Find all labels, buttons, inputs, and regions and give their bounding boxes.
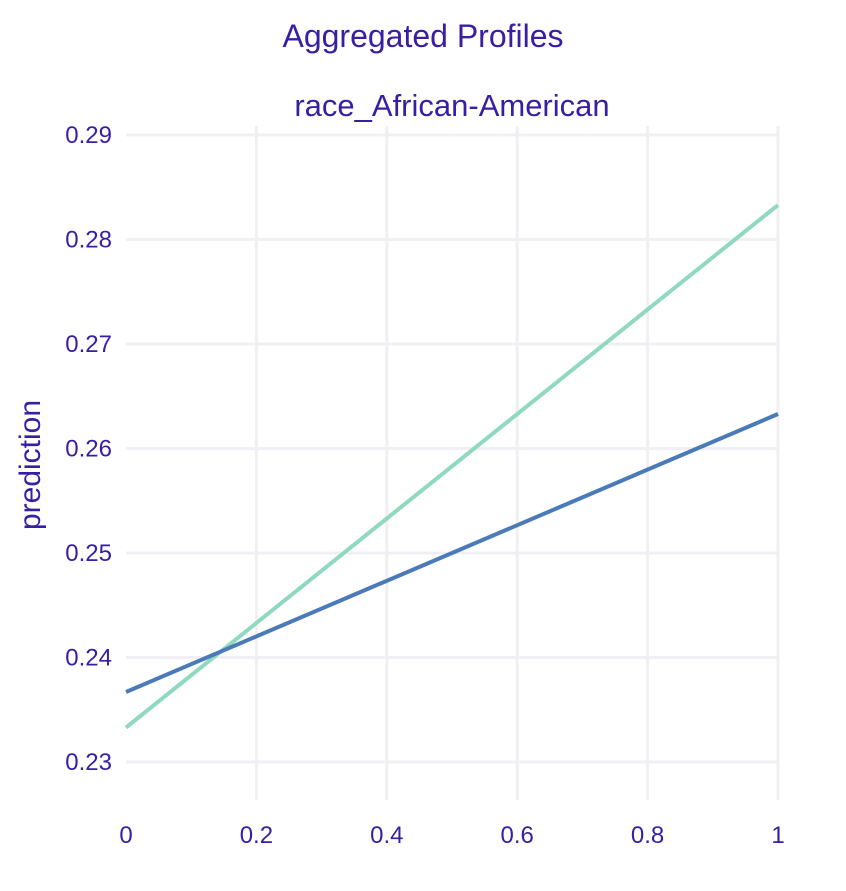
x-tick-label: 1 <box>771 822 784 849</box>
y-tick-label: 0.27 <box>65 331 112 358</box>
x-tick-label: 0.4 <box>370 822 403 849</box>
y-tick-label: 0.24 <box>65 645 112 672</box>
chart-title: Aggregated Profiles <box>282 18 563 54</box>
x-tick-label: 0 <box>119 822 132 849</box>
series-line-2 <box>125 412 779 694</box>
y-tick-label: 0.28 <box>65 227 112 254</box>
series-line-1 <box>124 203 780 730</box>
y-axis-label: prediction <box>14 400 47 530</box>
x-tick-label: 0.8 <box>631 822 664 849</box>
y-tick-label: 0.23 <box>65 749 112 776</box>
series-lines <box>124 203 780 730</box>
x-tick-label: 0.2 <box>240 822 273 849</box>
y-tick-label: 0.29 <box>65 122 112 149</box>
tick-labels: 0.23 0.24 0.25 0.26 0.27 0.28 0.29 0 0.2 0.4 0.6 0.… <box>65 122 784 849</box>
panel-title: race_African-American <box>294 88 609 123</box>
y-tick-label: 0.26 <box>65 436 112 463</box>
y-tick-label: 0.25 <box>65 540 112 567</box>
x-tick-label: 0.6 <box>501 822 534 849</box>
grid <box>126 126 780 800</box>
